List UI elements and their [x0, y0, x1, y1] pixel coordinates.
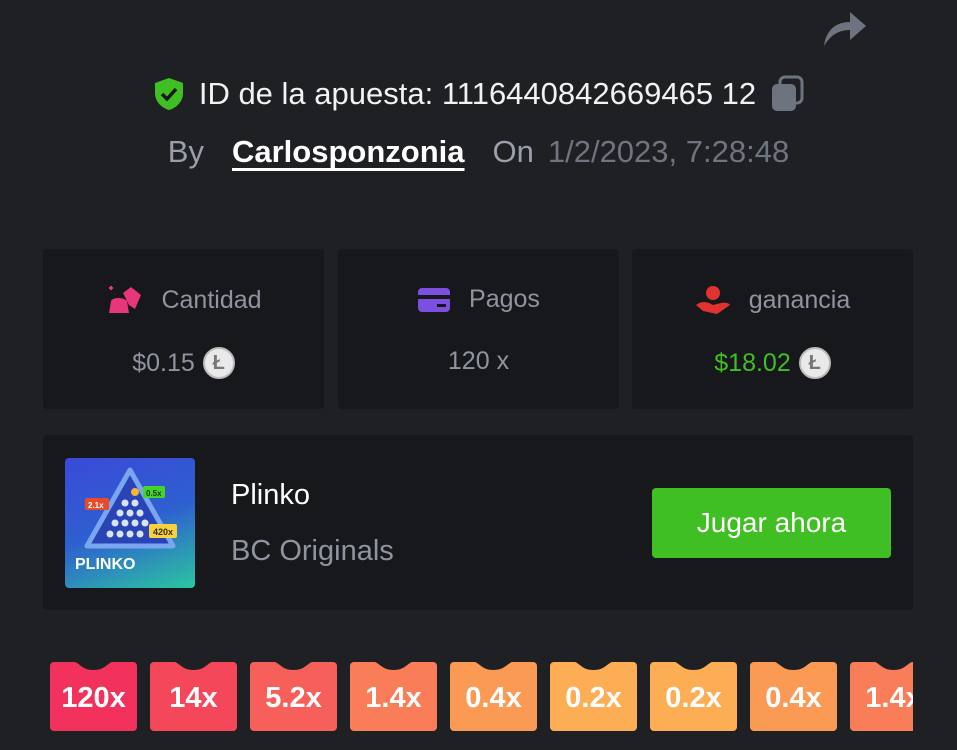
multiplier-label: 1.4x [365, 682, 422, 714]
multiplier-slot: 1.4x [850, 662, 913, 731]
bet-id-row: ID de la apuesta: 1116440842669465 12 [0, 72, 957, 116]
multiplier-slot: 0.4x [750, 662, 837, 731]
game-provider: BC Originals [231, 535, 394, 567]
notch-shape [574, 662, 613, 670]
multiplier-slot: 0.4x [450, 662, 537, 731]
bet-meta-row: By Carlosponzonia On 1/2/2023, 7:28:48 [0, 130, 957, 174]
coins-icon [109, 286, 142, 313]
stat-value: $0.15 [132, 348, 195, 377]
stat-card-profit: ganancia $18.02 Ł [632, 249, 913, 409]
badge: 420x [153, 527, 174, 537]
by-label: By [167, 134, 204, 169]
hand-money-icon [695, 286, 730, 314]
multiplier-label: 1.4x [865, 682, 913, 714]
litecoin-icon: Ł [798, 347, 831, 379]
notch-shape [374, 662, 413, 670]
thumb-title: PLINKO [75, 556, 136, 573]
stat-label: Pagos [469, 285, 540, 313]
stat-card-payout: Pagos 120 x [338, 249, 619, 409]
multiplier-label: 0.4x [465, 682, 522, 714]
multiplier-slot: 1.4x [350, 662, 437, 731]
badge: 2.1x [88, 501, 104, 510]
multiplier-slot: 0.2x [650, 662, 737, 731]
multiplier-slot: 5.2x [250, 662, 337, 731]
stat-value: 120 x [447, 347, 510, 375]
shield-check-icon [154, 78, 183, 110]
stat-card-amount: Cantidad $0.15 Ł [43, 249, 324, 409]
bet-datetime: 1/2/2023, 7:28:48 [547, 134, 790, 169]
username-link[interactable]: Carlosponzonia [231, 134, 465, 169]
multiplier-slot: 0.2x [550, 662, 637, 731]
copy-icon[interactable] [770, 75, 804, 113]
stat-label: Cantidad [161, 285, 262, 314]
notch-shape [474, 662, 513, 670]
share-icon[interactable] [822, 8, 868, 48]
stat-label: ganancia [748, 285, 851, 314]
notch-shape [74, 662, 113, 670]
badge: 0.5x [146, 489, 162, 498]
game-name[interactable]: Plinko [231, 479, 310, 511]
multiplier-label: 0.4x [765, 682, 822, 714]
multiplier-slot: 14x [150, 662, 237, 731]
multiplier-label: 120x [61, 682, 126, 714]
multiplier-label: 0.2x [665, 682, 722, 714]
notch-shape [674, 662, 713, 670]
game-card: 2.1x 0.5x 420x PLINKO Plinko BC Original… [43, 435, 913, 610]
notch-shape [774, 662, 813, 670]
multiplier-label: 0.2x [565, 682, 622, 714]
card-icon [418, 287, 451, 312]
stat-value: $18.02 [714, 348, 791, 377]
plinko-thumbnail[interactable]: 2.1x 0.5x 420x PLINKO [65, 458, 195, 588]
multiplier-label: 5.2x [265, 682, 322, 714]
notch-shape [274, 662, 313, 670]
multiplier-slot: 120x [50, 662, 137, 731]
multiplier-row: 120x 14x 5.2x 1.4x 0.4x 0.2x 0.2x 0.4x 1.4x [50, 662, 913, 732]
on-label: On [492, 134, 534, 169]
litecoin-icon: Ł [202, 347, 235, 379]
play-now-button[interactable]: Jugar ahora [652, 488, 891, 558]
notch-shape [174, 662, 213, 670]
multiplier-label: 14x [169, 682, 218, 714]
bet-id: ID de la apuesta: 1116440842669465 12 [198, 76, 757, 111]
notch-shape [874, 662, 913, 670]
